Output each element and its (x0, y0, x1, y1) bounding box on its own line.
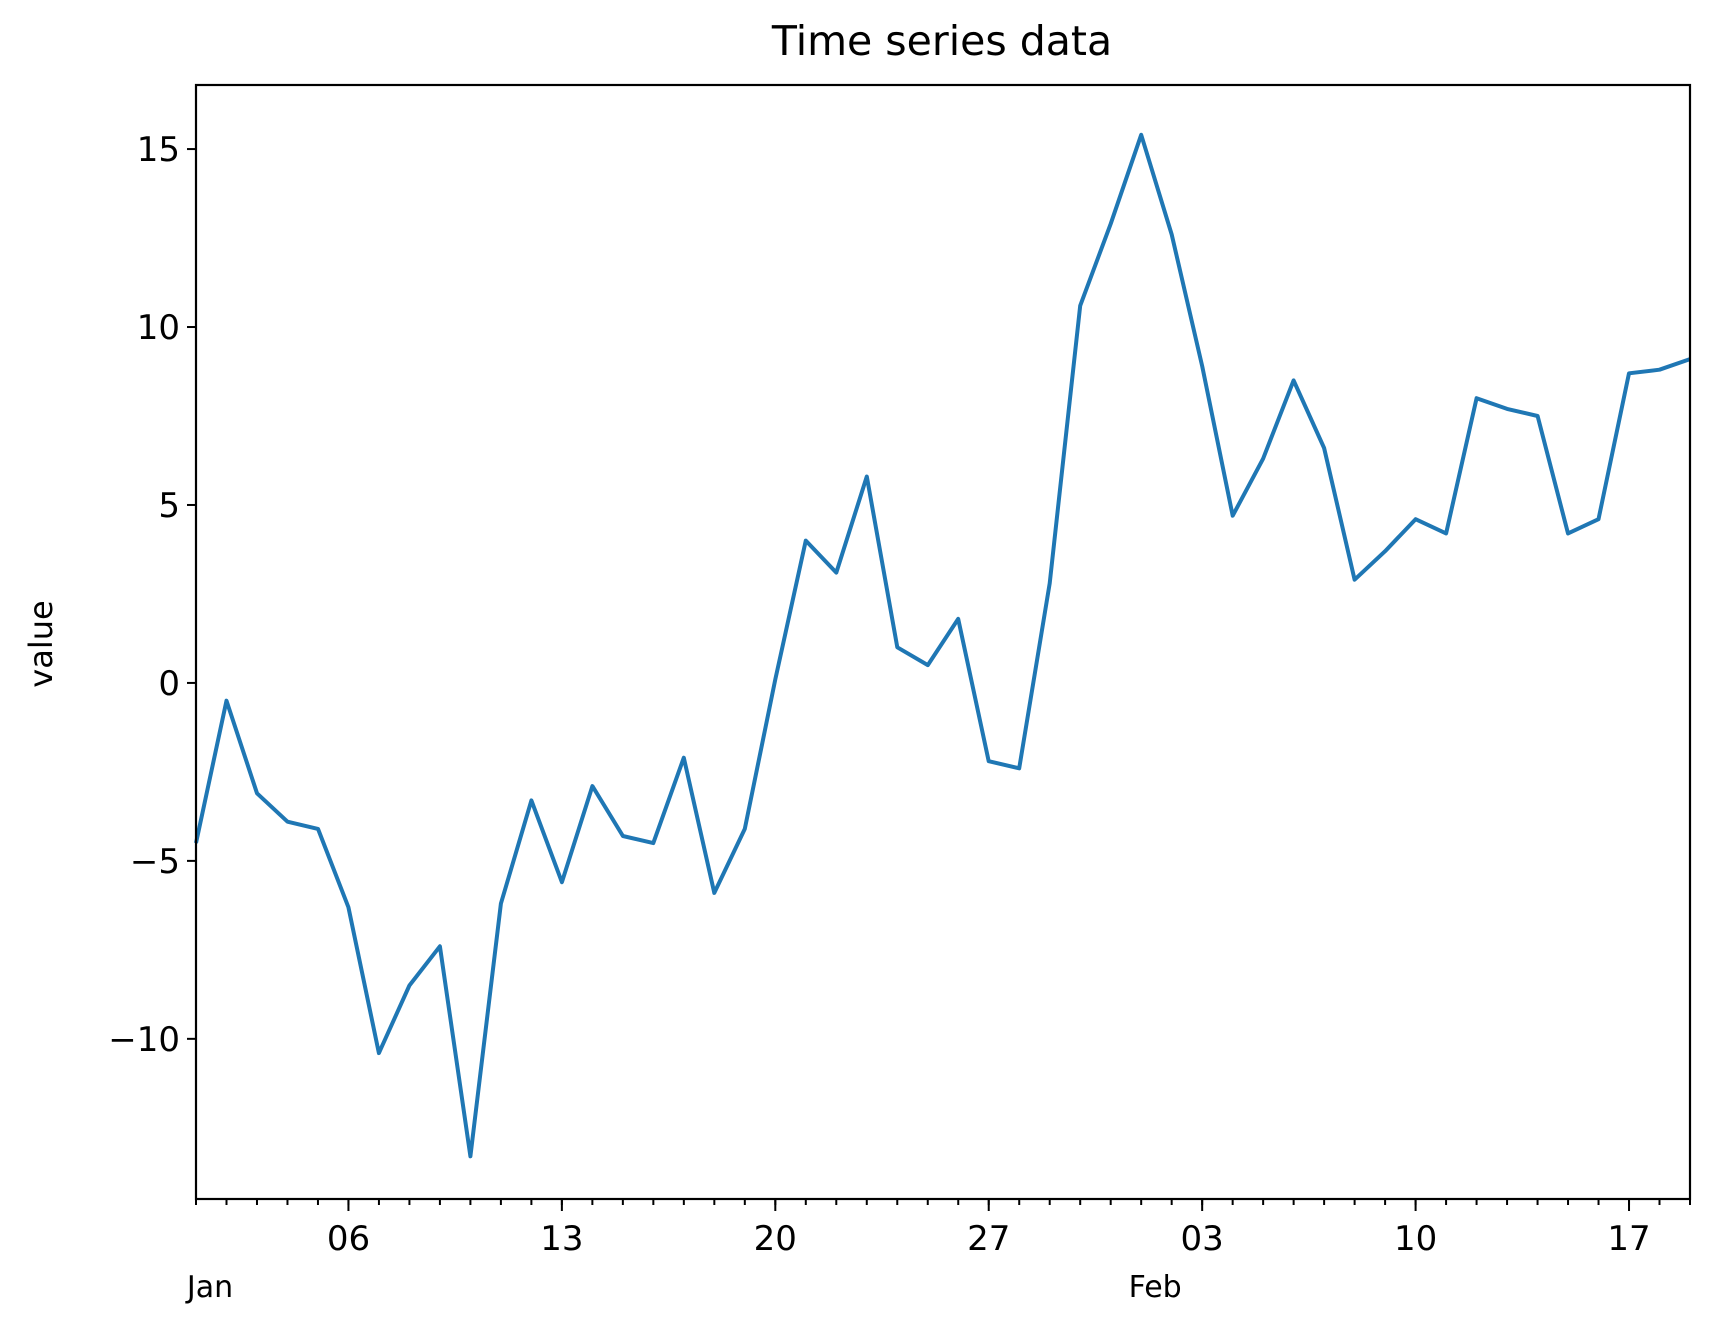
plot-area: −10 −5 0 5 10 15 06 13 20 27 03 10 17 Jan Feb (108, 83, 1692, 1305)
x-tick-label: 27 (967, 1219, 1010, 1259)
x-tick-label: 10 (1394, 1219, 1437, 1259)
x-tick-label: 20 (754, 1219, 797, 1259)
x-tick-label: 17 (1607, 1219, 1650, 1259)
y-tick-label: −10 (108, 1020, 180, 1060)
x-tick-label: 06 (327, 1219, 370, 1259)
x-month-label: Feb (1129, 1270, 1182, 1305)
y-tick-label: 10 (137, 308, 180, 348)
chart-title: Time series data (771, 17, 1112, 65)
x-tick-label: 03 (1181, 1219, 1224, 1259)
y-tick-label: −5 (130, 842, 180, 882)
y-axis-label: value (22, 600, 60, 687)
x-month-label: Jan (185, 1270, 233, 1305)
x-tick-label: 13 (540, 1219, 583, 1259)
y-tick-label: 5 (158, 486, 180, 526)
series-line (194, 132, 1691, 1159)
plot-frame (194, 83, 1692, 1201)
y-tick-label: 15 (137, 130, 180, 170)
y-tick-label: 0 (158, 664, 180, 704)
